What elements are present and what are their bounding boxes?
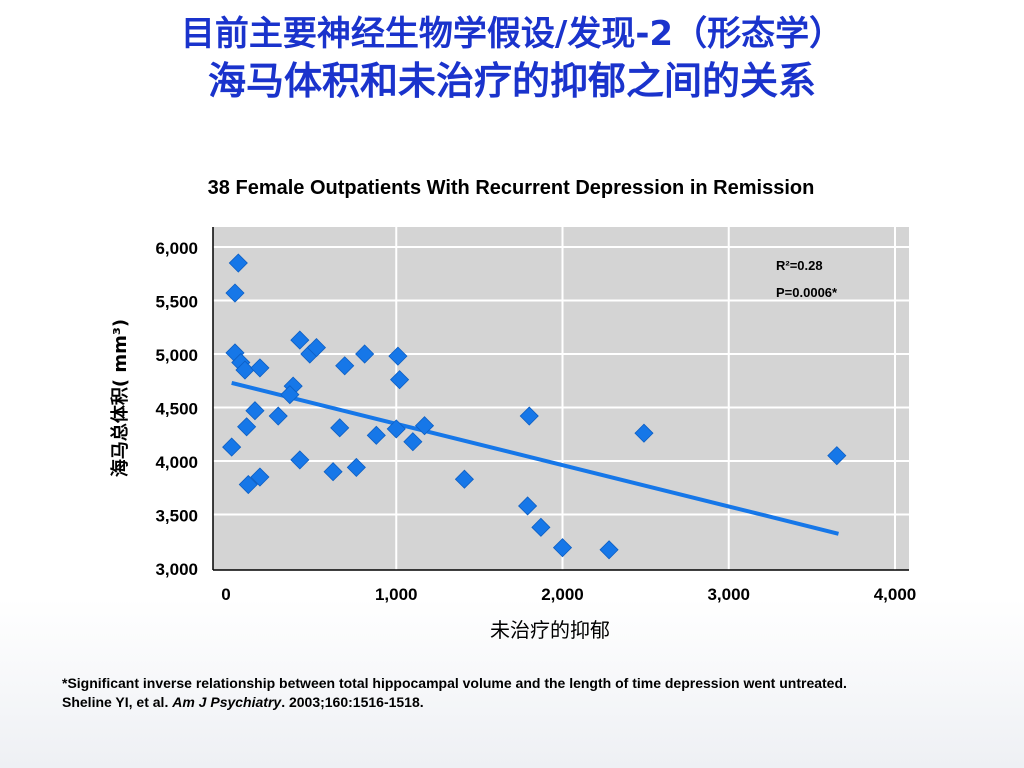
data-points: [222, 253, 847, 560]
x-tick-label: 3,000: [707, 585, 750, 604]
data-point: [290, 330, 310, 350]
data-point: [519, 406, 539, 426]
data-point: [599, 540, 619, 560]
data-point: [250, 358, 270, 378]
x-tick-label: 2,000: [541, 585, 584, 604]
data-point: [237, 417, 257, 437]
slide-title-line2: 海马体积和未治疗的抑郁之间的关系: [207, 59, 816, 103]
data-point: [827, 446, 847, 466]
data-point: [280, 385, 300, 405]
data-point: [306, 338, 327, 358]
data-point: [355, 344, 375, 364]
citation: Sheline YI, et al. Am J Psychiatry. 2003…: [62, 693, 962, 712]
data-point: [346, 457, 366, 477]
grid-lines: [213, 227, 909, 570]
x-tick-labels: 0 1,000 2,000 3,000 4,000: [221, 585, 916, 604]
data-point: [414, 416, 435, 436]
data-point: [290, 450, 310, 470]
scatter-chart: 6,000 5,500 5,000 4,500 4,000 3,500 3,000 0 1,0…: [109, 177, 916, 642]
x-tick-label: 1,000: [375, 585, 418, 604]
data-point: [250, 467, 270, 487]
y-tick-label: 4,000: [155, 453, 198, 472]
footnote-text: *Significant inverse relationship betwee…: [62, 675, 847, 691]
y-tick-label: 4,500: [155, 400, 198, 419]
plot-area: [213, 227, 909, 570]
y-tick-label: 5,000: [155, 346, 198, 365]
slide-title: 目前主要神经生物学假设/发现-2（形态学） 海马体积和未治疗的抑郁之间的关系: [0, 12, 1024, 106]
data-point: [552, 538, 573, 558]
y-tick-label: 6,000: [155, 239, 198, 258]
trend-line: [231, 380, 839, 536]
data-point: [235, 360, 255, 380]
data-point: [454, 469, 474, 489]
data-point: [366, 425, 386, 445]
citation-authors: Sheline YI, et al.: [62, 694, 173, 710]
y-tick-label: 5,500: [155, 293, 198, 312]
citation-details: . 2003;160:1516-1518.: [281, 694, 424, 710]
data-point: [245, 401, 265, 421]
data-point: [403, 432, 423, 452]
data-point: [225, 283, 245, 303]
data-point: [238, 474, 258, 495]
data-point: [531, 517, 551, 537]
citation-journal: Am J Psychiatry: [172, 694, 282, 710]
data-point: [634, 423, 654, 443]
data-point: [390, 370, 410, 390]
y-tick-label: 3,000: [155, 560, 198, 579]
slide-title-line1: 目前主要神经生物学假设/发现-2（形态学）: [180, 14, 844, 54]
y-tick-labels: 6,000 5,500 5,000 4,500 4,000 3,500 3,000: [155, 239, 198, 579]
data-point: [228, 253, 248, 273]
p-value-annotation: P=0.0006*: [776, 285, 838, 300]
chart-title: 38 Female Outpatients With Recurrent Dep…: [208, 177, 815, 199]
data-point: [388, 346, 408, 366]
data-point: [268, 406, 288, 426]
data-point: [323, 462, 343, 482]
x-tick-label: 4,000: [874, 585, 917, 604]
r-squared-annotation: R²=0.28: [776, 258, 823, 273]
y-tick-label: 3,500: [155, 507, 198, 526]
x-axis-label: 未治疗的抑郁: [490, 618, 610, 642]
y-axis-label: 海马总体积( mm³): [109, 319, 131, 477]
data-point: [222, 437, 242, 457]
footnote: *Significant inverse relationship betwee…: [62, 674, 962, 712]
data-point: [518, 496, 538, 516]
x-tick-label: 0: [221, 585, 230, 604]
data-point: [330, 418, 350, 438]
data-point: [335, 356, 355, 376]
data-point: [386, 419, 406, 439]
